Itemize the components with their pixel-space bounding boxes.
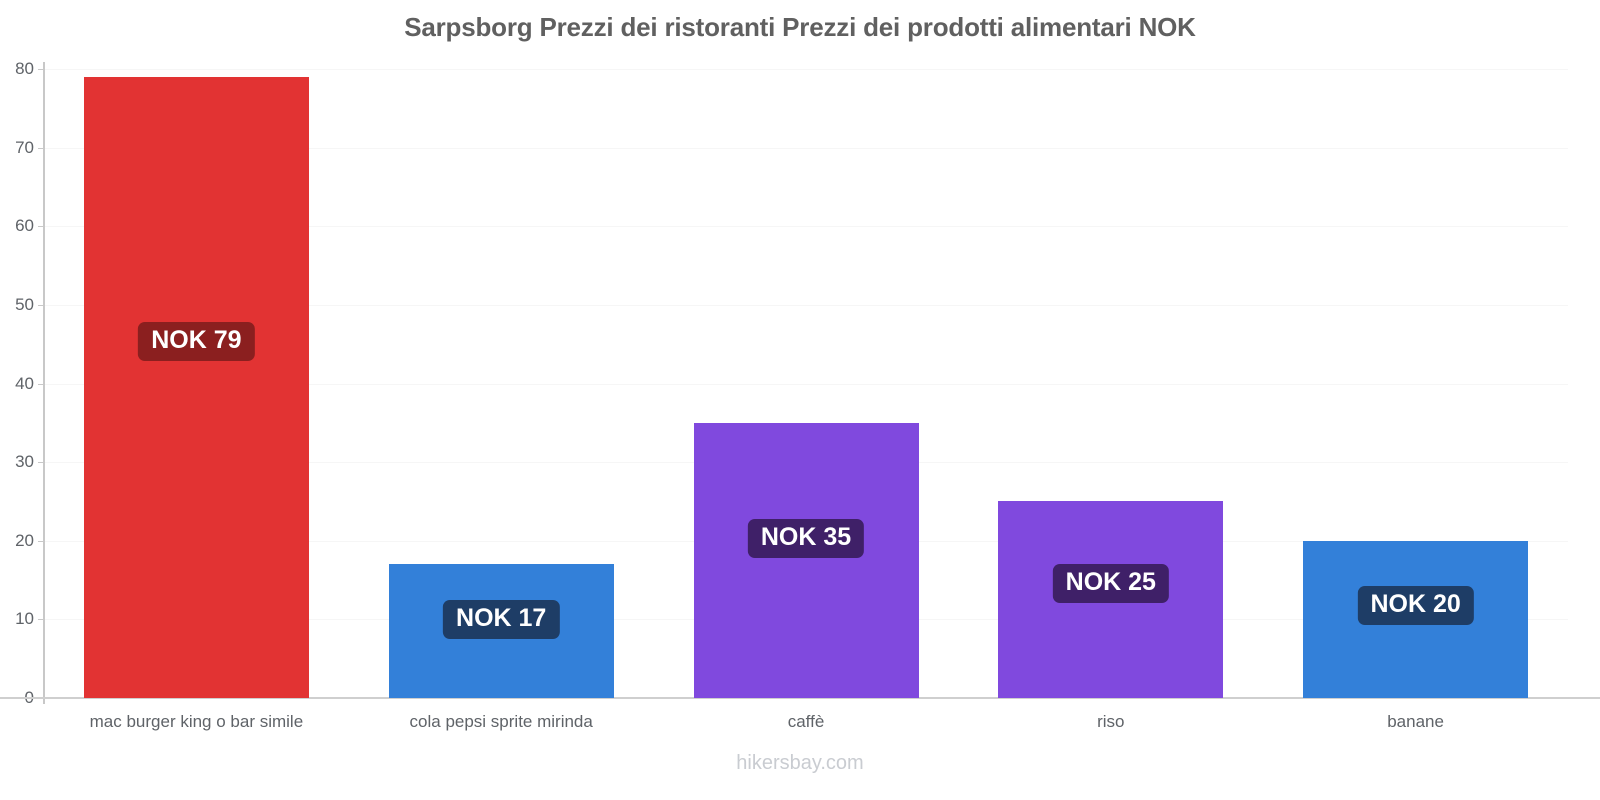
x-axis-tick-label: cola pepsi sprite mirinda xyxy=(409,712,593,731)
bar-value-label: NOK 20 xyxy=(1357,586,1474,626)
bar[interactable] xyxy=(693,422,919,698)
bar-value-label: NOK 17 xyxy=(443,599,560,639)
gridline xyxy=(44,383,1568,385)
x-axis-tick-label: riso xyxy=(1097,712,1125,731)
y-axis-tick-label: 70 xyxy=(15,137,34,157)
y-axis-tick-label: 40 xyxy=(15,373,34,393)
gridline xyxy=(44,147,1568,149)
bar-value-label: NOK 35 xyxy=(747,519,865,559)
x-axis-tick-label: caffè xyxy=(787,712,825,731)
chart-title: Sarpsborg Prezzi dei ristoranti Prezzi d… xyxy=(404,12,1196,42)
gridline xyxy=(44,304,1568,306)
y-axis-tick-label: 20 xyxy=(15,530,34,550)
gridline xyxy=(44,69,1568,70)
gridline xyxy=(44,226,1568,228)
y-axis-line xyxy=(43,62,45,704)
y-axis-tick-label: 50 xyxy=(15,294,34,314)
bar-value-label: NOK 25 xyxy=(1052,563,1169,603)
x-axis-tick-label: banane xyxy=(1387,712,1444,731)
y-axis-tick-label: 30 xyxy=(15,452,34,472)
bar[interactable] xyxy=(83,76,309,698)
bar-value-label: NOK 79 xyxy=(138,321,255,361)
y-axis-tick-label: 10 xyxy=(15,609,34,629)
x-axis-tick-label: mac burger king o bar simile xyxy=(89,712,304,731)
source-watermark: hikersbay.com xyxy=(736,752,864,774)
y-axis-tick-label: 60 xyxy=(15,216,34,236)
x-axis-line xyxy=(0,697,1600,699)
y-axis-tick-label: 80 xyxy=(15,59,34,78)
